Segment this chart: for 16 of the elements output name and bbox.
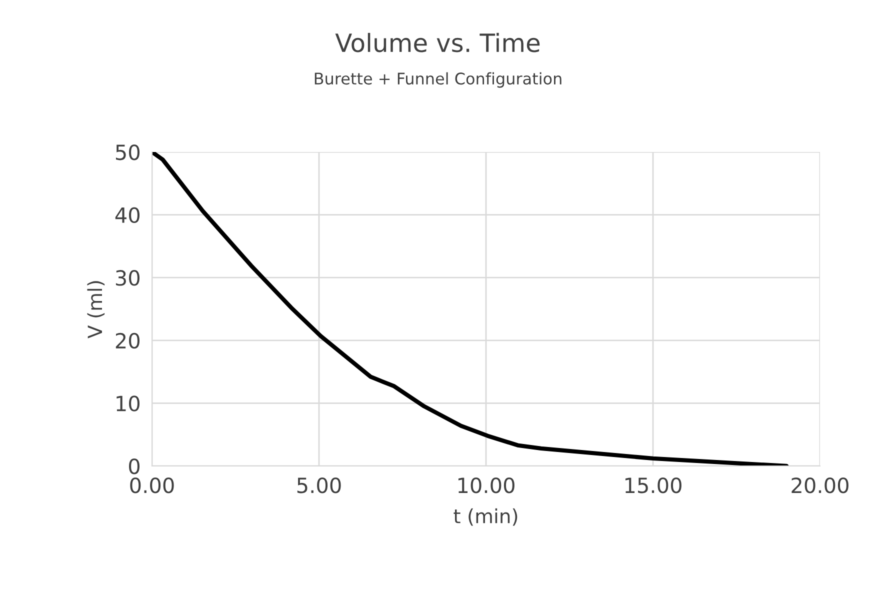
y-tick-label: 0 (129, 458, 140, 474)
chart-subtitle: Burette + Funnel Configuration (314, 72, 562, 88)
x-tick-label: 20.00 (792, 477, 848, 494)
x-axis-title: t (min) (454, 508, 518, 526)
y-tick-label: 10 (116, 396, 140, 412)
y-tick-label: 40 (115, 207, 140, 224)
line-series (152, 152, 789, 466)
y-tick-label: 20 (116, 332, 140, 349)
y-tick-label: 30 (116, 270, 140, 286)
chart-title: Volume vs. Time (335, 32, 540, 52)
x-tick-label: 15.00 (625, 477, 682, 494)
x-tick-label: 0.00 (130, 477, 174, 494)
x-tick-label: 5.00 (297, 477, 341, 494)
y-axis-title: V (ml) (87, 281, 105, 338)
y-tick-label: 50 (116, 144, 140, 160)
x-tick-label: 10.00 (458, 477, 514, 494)
